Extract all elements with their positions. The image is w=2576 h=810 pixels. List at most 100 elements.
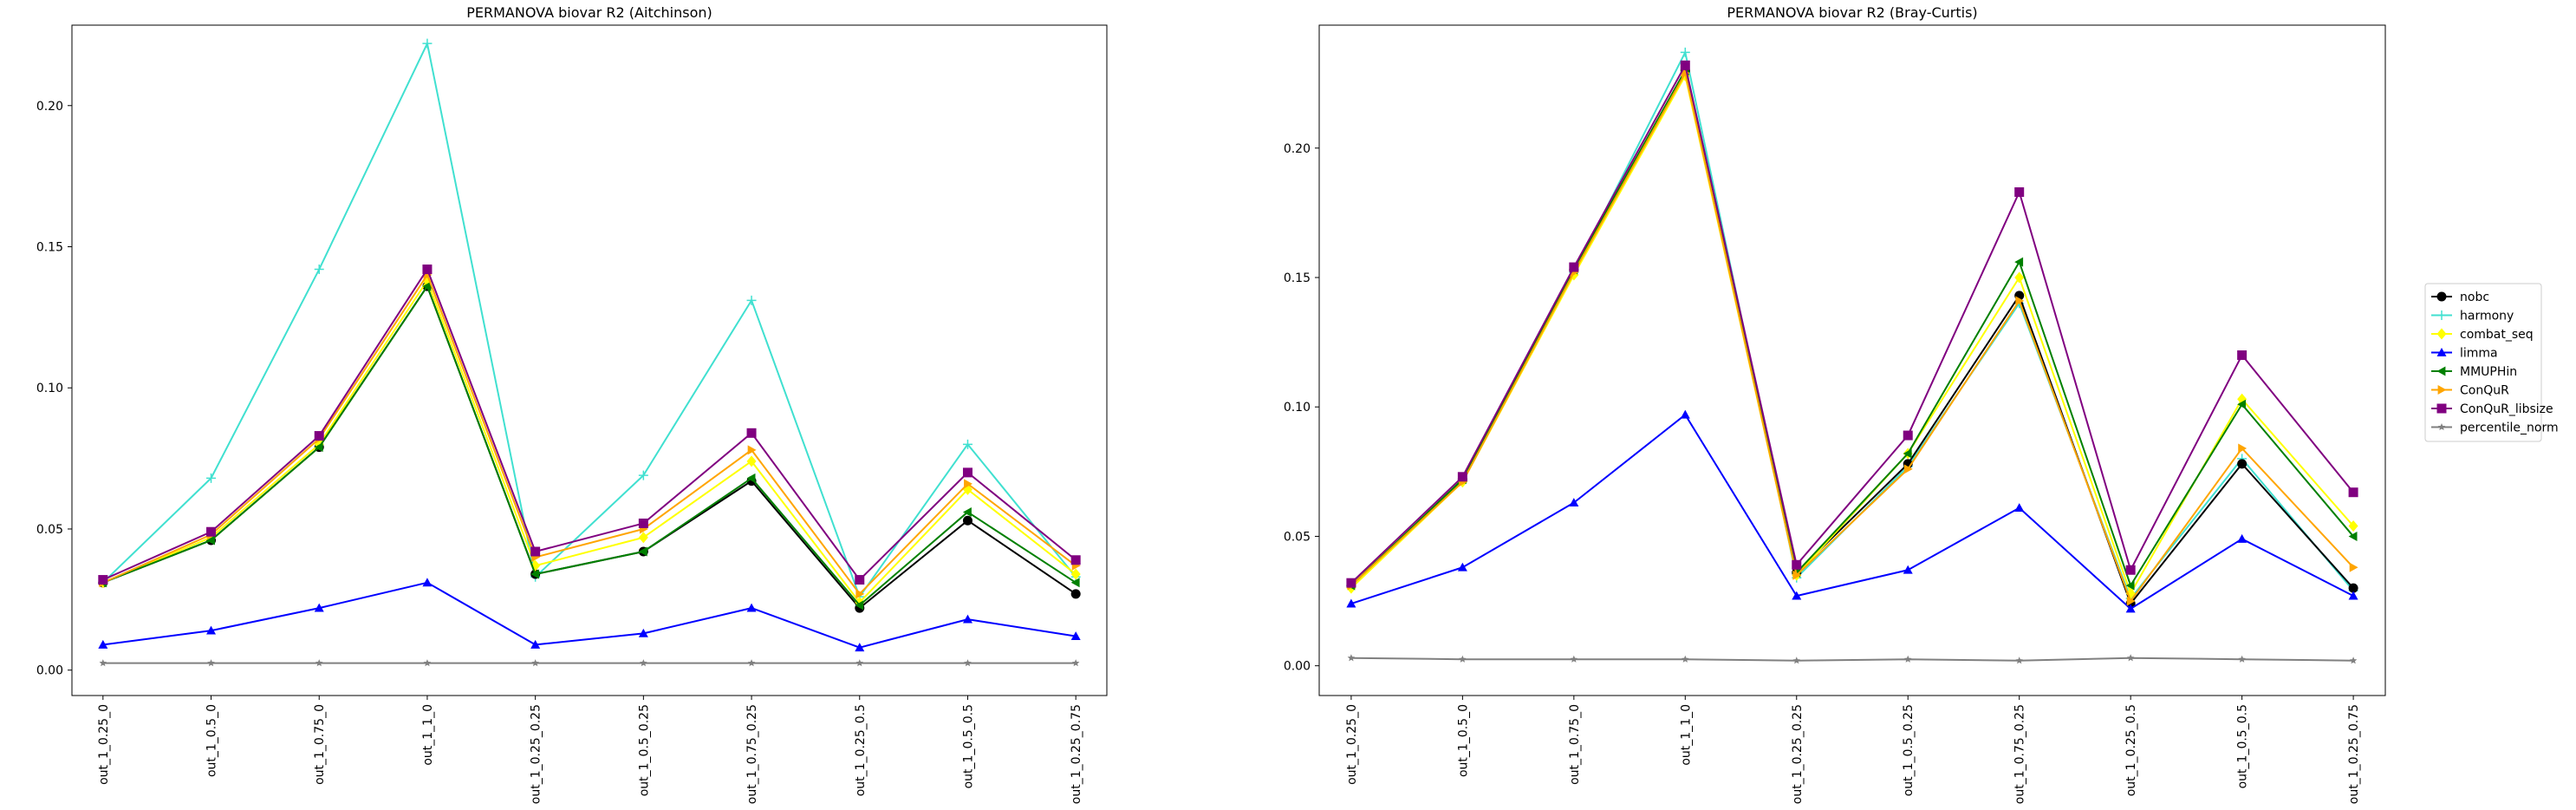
point-limma [422, 578, 433, 587]
legend-label: combat_seq [2460, 328, 2534, 342]
x-tick-label: out_1_1_0 [421, 704, 435, 766]
point-harmony [422, 38, 433, 49]
y-tick-label: 0.15 [1284, 271, 1311, 285]
y-tick-label: 0.10 [1284, 401, 1311, 415]
chart-title: PERMANOVA biovar R2 (Bray-Curtis) [1727, 4, 1977, 21]
series-conqur-libsize [98, 265, 1081, 585]
point-percentile-norm [1570, 655, 1578, 663]
series-conqur-libsize [1346, 60, 2358, 588]
x-tick-label: out_1_0.25_0.25 [1791, 704, 1805, 804]
legend-entry-harmony: harmony [2431, 310, 2514, 323]
point-limma [1070, 631, 1081, 641]
point-nobc [2237, 459, 2247, 469]
point-harmony [746, 295, 757, 305]
point-conqur-libsize [2125, 565, 2136, 575]
point-combat-seq [2348, 520, 2358, 532]
point-conqur [2015, 296, 2025, 306]
point-conqur-libsize [1792, 559, 1802, 570]
point-conqur-libsize [1070, 555, 1081, 565]
point-conqur-libsize [746, 428, 757, 438]
point-conqur-libsize [98, 575, 108, 585]
point-percentile-norm [2015, 656, 2023, 664]
point-limma [1457, 562, 1467, 572]
y-tick-label: 0.05 [36, 523, 63, 537]
series-percentile-norm [1347, 654, 2358, 664]
point-percentile-norm [531, 659, 539, 667]
x-tick-label: out_1_0.25_0.5 [854, 704, 868, 796]
point-percentile-norm [315, 659, 323, 667]
x-tick-label: out_1_0.5_0 [1456, 704, 1470, 777]
point-harmony [638, 470, 648, 480]
series-line-mmuphin [1350, 69, 2354, 587]
point-percentile-norm [1792, 656, 1801, 664]
aitchinson-chart: PERMANOVA biovar R2 (Aitchinson) 0.00 0.05… [36, 4, 1108, 804]
point-limma [1346, 598, 1356, 608]
chart-title: PERMANOVA biovar R2 (Aitchinson) [466, 4, 712, 21]
x-tick-label: out_1_0.25_0.75 [2347, 704, 2361, 804]
series-line-limma [102, 581, 1077, 649]
legend-label: percentile_norm [2460, 421, 2559, 435]
point-mmuphin [422, 281, 432, 291]
point-limma [2348, 591, 2358, 600]
point-combat-seq [746, 455, 757, 467]
point-limma [98, 639, 108, 649]
x-tick-label: out_1_0.25_0.25 [530, 704, 543, 804]
point-percentile-norm [2238, 655, 2246, 663]
x-tick-label: out_1_0.75_0 [313, 704, 327, 785]
point-conqur-libsize [638, 518, 648, 528]
point-mmuphin [746, 473, 756, 483]
y-tick-label: 0.00 [36, 664, 63, 678]
point-conqur [1681, 68, 1690, 78]
point-conqur-libsize [1680, 60, 1690, 70]
y-tick-label: 0.10 [36, 382, 63, 395]
y-tick-label: 0.20 [1284, 142, 1311, 156]
point-limma [1680, 409, 1690, 419]
point-conqur [1792, 570, 1802, 580]
legend-marker-conqur-libsize [2436, 403, 2447, 414]
point-mmuphin [314, 442, 323, 453]
point-conqur [2238, 443, 2247, 454]
legend-marker-combat-seq [2436, 328, 2447, 340]
y-tick-label: 0.20 [36, 100, 63, 114]
point-mmuphin [638, 546, 647, 557]
series-line-conqur-libsize [1350, 64, 2354, 584]
point-percentile-norm [855, 659, 864, 667]
point-harmony [1680, 47, 1690, 57]
legend-entry-percentile-norm: percentile_norm [2431, 421, 2559, 435]
axes-frame [1318, 24, 2386, 696]
x-tick-label: out_1_0.5_0.5 [2236, 704, 2250, 788]
point-conqur [855, 589, 865, 599]
point-percentile-norm [747, 659, 756, 667]
point-percentile-norm [99, 659, 107, 667]
legend-entry-mmuphin: MMUPHin [2431, 365, 2517, 379]
y-tick-label: 0.05 [1284, 530, 1311, 544]
series-mmuphin [98, 281, 1080, 611]
point-mmuphin [962, 506, 972, 517]
point-combat-seq [638, 532, 648, 544]
x-tick-label: out_1_0.25_0.5 [2124, 704, 2138, 796]
legend-marker-limma [2436, 348, 2447, 356]
point-conqur [2349, 562, 2358, 572]
x-tick-label: out_1_1_0 [1679, 704, 1693, 766]
legend-box [2424, 283, 2542, 442]
series-limma [98, 578, 1081, 652]
point-limma [1569, 498, 1579, 507]
point-mmuphin [2237, 399, 2247, 409]
point-conqur-libsize [962, 467, 973, 478]
point-combat-seq [1070, 568, 1081, 580]
point-conqur-libsize [1346, 578, 1356, 588]
point-conqur-libsize [530, 546, 541, 557]
legend-entry-combat-seq: combat_seq [2431, 328, 2534, 342]
point-mmuphin [2348, 531, 2358, 541]
point-conqur [964, 479, 973, 489]
x-tick-label: out_1_0.75_0.25 [2013, 704, 2027, 804]
point-limma [206, 625, 217, 635]
point-conqur-libsize [2014, 187, 2025, 198]
point-percentile-norm [2126, 654, 2135, 662]
point-limma [530, 639, 541, 649]
point-harmony [206, 473, 217, 483]
x-tick-label: out_1_0.75_0 [1568, 704, 1582, 785]
point-conqur [747, 445, 757, 455]
point-percentile-norm [207, 659, 215, 667]
